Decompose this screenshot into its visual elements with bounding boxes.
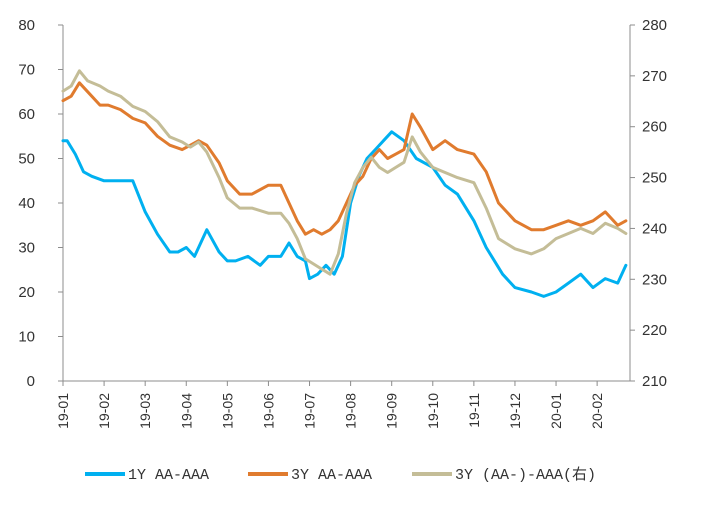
- x-tick-label: 19-08: [343, 393, 359, 429]
- y-right-tick-label: 220: [642, 322, 667, 339]
- axes: 0 10 20 30 40 50 60 70 80 210 220 230 240 250 260 270 28…: [18, 17, 667, 429]
- series-line-3: [61, 69, 628, 276]
- y-right-tick-label: 250: [642, 170, 667, 187]
- x-tick-label: 20-01: [548, 393, 564, 429]
- x-tick-label: 19-09: [384, 393, 400, 429]
- y-left-tick-label: 70: [18, 62, 35, 79]
- x-tick-label: 19-01: [55, 393, 71, 429]
- x-tick-label: 19-10: [425, 393, 441, 429]
- x-tick-label: 19-12: [507, 393, 523, 429]
- y-right-tick-label: 260: [642, 119, 667, 136]
- legend-label-3: 3Y (AA-)-AAA(右): [455, 466, 596, 484]
- x-tick-label: 19-06: [260, 393, 276, 429]
- y-left-tick-label: 50: [18, 151, 35, 168]
- y-right-tick-label: 210: [642, 373, 667, 390]
- y-right-tick-label: 280: [642, 17, 667, 34]
- y-right-tick-label: 240: [642, 220, 667, 237]
- x-tick-label: 19-07: [302, 393, 318, 429]
- series-line-1: [61, 130, 628, 298]
- y-left-tick-label: 80: [18, 17, 35, 34]
- x-tick-label: 19-03: [137, 393, 153, 429]
- legend: 1Y AA-AAA 3Y AA-AAA 3Y (AA-)-AAA(右): [85, 466, 596, 484]
- y-right-tick-label: 230: [642, 271, 667, 288]
- y-left-tick-label: 30: [18, 240, 35, 257]
- series-line-2: [61, 81, 628, 236]
- legend-label-2: 3Y AA-AAA: [291, 467, 372, 484]
- x-tick-label: 19-02: [96, 393, 112, 429]
- series-lines: [61, 69, 628, 298]
- y-left-tick-label: 40: [18, 195, 35, 212]
- x-tick-label: 19-11: [466, 393, 482, 428]
- legend-label-1: 1Y AA-AAA: [128, 467, 209, 484]
- y-left-tick-label: 10: [18, 329, 35, 346]
- x-tick-label: 19-04: [178, 393, 194, 429]
- y-left-tick-label: 20: [18, 284, 35, 301]
- y-right-tick-label: 270: [642, 68, 667, 85]
- y-left-tick-label: 0: [27, 373, 35, 390]
- y-left-tick-label: 60: [18, 106, 35, 123]
- x-tick-label: 19-05: [219, 393, 235, 429]
- x-tick-label: 20-02: [589, 393, 605, 429]
